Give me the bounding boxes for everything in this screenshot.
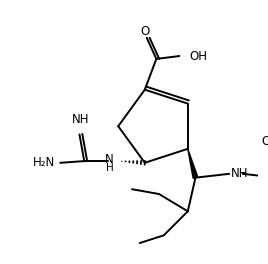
Text: OH: OH bbox=[189, 50, 207, 63]
Text: O: O bbox=[261, 135, 268, 148]
Text: NH: NH bbox=[72, 113, 89, 126]
Text: N: N bbox=[105, 153, 114, 166]
Text: O: O bbox=[140, 25, 150, 37]
Text: NH: NH bbox=[231, 167, 248, 180]
Polygon shape bbox=[188, 149, 198, 178]
Text: H: H bbox=[106, 163, 114, 173]
Text: H₂N: H₂N bbox=[33, 156, 55, 169]
